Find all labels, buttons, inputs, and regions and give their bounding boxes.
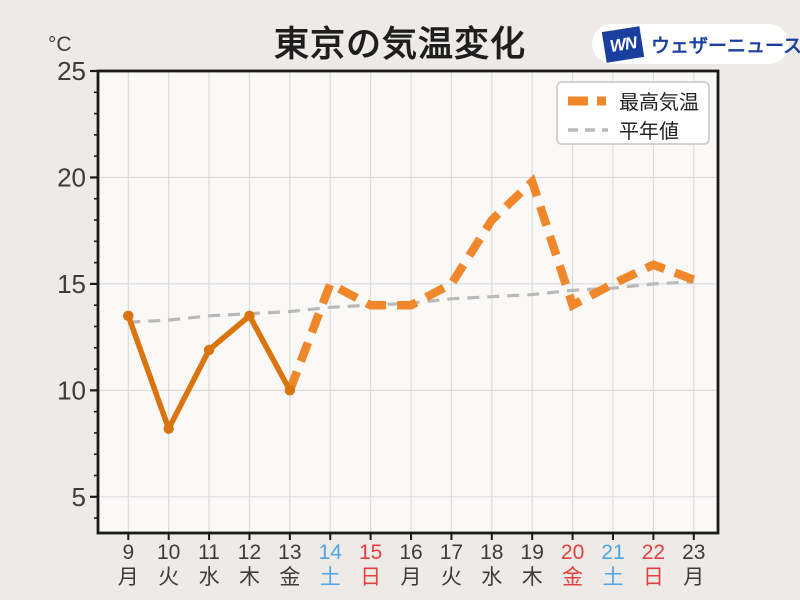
svg-text:火: 火 xyxy=(158,566,179,589)
svg-text:10: 10 xyxy=(57,375,86,405)
svg-text:金: 金 xyxy=(562,566,583,589)
svg-text:日: 日 xyxy=(643,566,664,589)
legend-item-max-temp: 最高気温 xyxy=(567,86,708,115)
svg-text:13: 13 xyxy=(278,541,301,564)
page-title: 東京の気温変化 xyxy=(273,25,526,64)
legend-label-max-temp: 最高気温 xyxy=(619,92,699,114)
svg-text:21: 21 xyxy=(601,541,624,564)
x-axis-labels: 9月10火11水12木13金14土15日16月17火18水19木20金21土22… xyxy=(118,541,706,589)
svg-text:15: 15 xyxy=(57,269,86,299)
max-temp-forecast-line xyxy=(285,174,696,392)
svg-text:23: 23 xyxy=(682,541,705,564)
svg-text:月: 月 xyxy=(401,566,422,589)
svg-text:日: 日 xyxy=(360,566,381,589)
x-gridlines xyxy=(127,71,695,533)
plot-border xyxy=(96,69,720,535)
svg-text:金: 金 xyxy=(279,566,300,589)
y-axis-labels: 5 10 15 20 25 xyxy=(57,56,86,512)
svg-text:木: 木 xyxy=(239,566,260,589)
svg-text:土: 土 xyxy=(320,566,341,589)
svg-text:12: 12 xyxy=(238,541,261,564)
normal-line-swatch-icon xyxy=(568,127,608,132)
svg-text:水: 水 xyxy=(199,566,220,589)
svg-text:木: 木 xyxy=(522,566,543,589)
chart-legend: 最高気温 平年値 xyxy=(556,81,710,145)
svg-text:18: 18 xyxy=(480,541,503,564)
svg-text:15: 15 xyxy=(359,541,382,564)
svg-text:月: 月 xyxy=(118,566,139,589)
svg-text:22: 22 xyxy=(642,541,665,564)
y-gridlines xyxy=(98,176,718,498)
svg-text:10: 10 xyxy=(157,541,180,564)
legend-label-normal: 平年値 xyxy=(619,121,679,143)
svg-text:20: 20 xyxy=(57,162,86,192)
svg-text:17: 17 xyxy=(440,541,463,564)
svg-text:水: 水 xyxy=(481,566,502,589)
svg-text:25: 25 xyxy=(57,56,86,86)
weathernews-logo: WN ウェザーニュース xyxy=(592,24,800,64)
max-temp-line-swatch-icon xyxy=(568,96,608,105)
svg-text:月: 月 xyxy=(683,566,704,589)
max-temp-observed-markers xyxy=(123,310,296,434)
weathernews-logo-text: ウェザーニュース xyxy=(651,35,800,57)
svg-text:土: 土 xyxy=(602,566,623,589)
y-axis-unit-label: °C xyxy=(48,33,72,56)
svg-text:9: 9 xyxy=(122,541,134,564)
svg-text:16: 16 xyxy=(399,541,422,564)
svg-text:5: 5 xyxy=(72,482,86,512)
svg-text:14: 14 xyxy=(319,541,343,564)
svg-text:11: 11 xyxy=(198,541,220,564)
svg-text:火: 火 xyxy=(441,566,462,589)
svg-text:19: 19 xyxy=(521,541,544,564)
legend-item-normal: 平年値 xyxy=(567,115,708,144)
svg-text:20: 20 xyxy=(561,541,584,564)
